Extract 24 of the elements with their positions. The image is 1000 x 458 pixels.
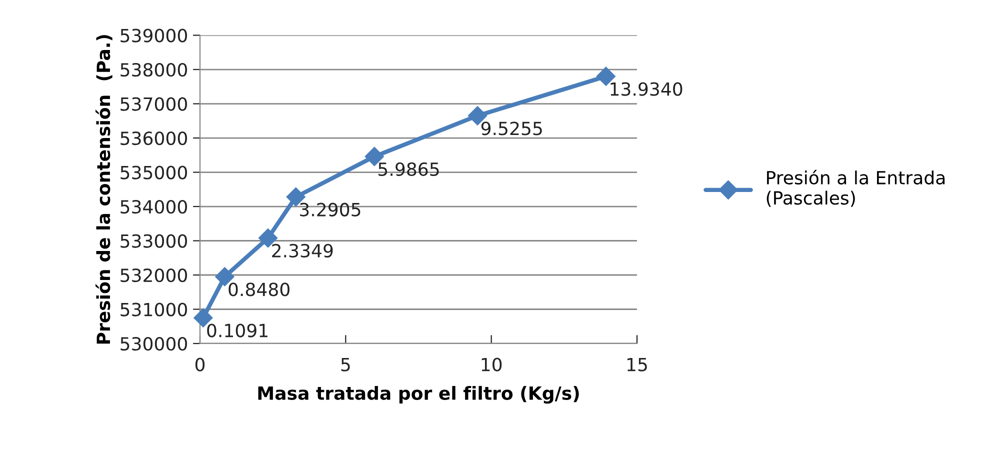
y-tick-label: 532000 [120,268,187,282]
annotation: 5.9865 [378,162,439,176]
y-tick-label: 531000 [120,302,187,316]
annotation: 0.1091 [207,324,268,338]
annotation: 3.2905 [300,202,360,216]
x-tick-label: 5 [341,358,350,372]
y-axis-title: Presión de la contensión (Pa.) [96,35,112,344]
annotation: 9.5255 [481,122,542,136]
legend-label: Presión a la Entrada (Pascales) [766,170,945,207]
y-tick-label: 534000 [120,200,187,214]
y-tick-label: 536000 [120,131,187,146]
x-tick-label: 10 [482,358,502,372]
x-axis-title: Masa tratada por el filtro (Kg/s) [258,386,579,404]
y-tick-label: 539000 [120,28,187,42]
y-tick-label: 530000 [120,336,187,351]
annotation: 0.8480 [228,282,290,296]
y-tick-label: 535000 [120,166,187,180]
annotation: 13.9340 [610,82,682,96]
y-tick-label: 533000 [120,234,187,248]
y-tick-label: 538000 [120,62,187,77]
x-tick-label: 15 [627,358,647,372]
annotation: 2.3349 [272,244,333,258]
y-tick-label: 537000 [120,97,187,111]
x-tick-label: 0 [195,358,205,372]
